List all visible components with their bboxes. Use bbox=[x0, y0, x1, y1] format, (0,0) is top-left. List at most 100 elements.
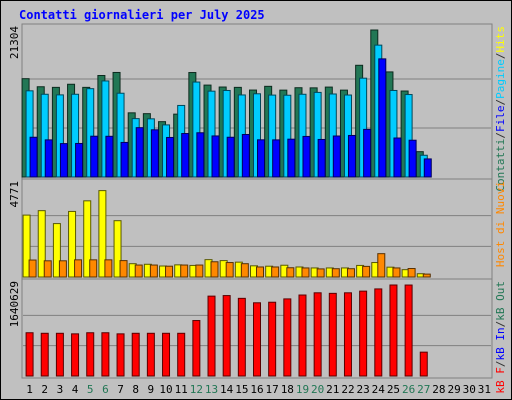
x-tick-label-day-5: 5 bbox=[87, 383, 94, 396]
x-tick-label-day-8: 8 bbox=[132, 383, 139, 396]
bar-top-file-day-13 bbox=[211, 135, 220, 178]
bar-middle-host-day-17 bbox=[271, 266, 280, 278]
x-tick-label-day-6: 6 bbox=[102, 383, 109, 396]
legend-bottom-part-0: kB F bbox=[494, 367, 507, 394]
bar-bottom-kb-f-day-26 bbox=[404, 284, 413, 377]
chart-title: Contatti giornalieri per July 2025 bbox=[19, 8, 265, 22]
bar-top-file-day-19 bbox=[302, 135, 311, 178]
x-tick-label-day-19: 19 bbox=[296, 383, 309, 396]
bar-bottom-kb-f-day-27 bbox=[419, 351, 428, 377]
bar-top-file-day-4 bbox=[75, 142, 84, 178]
x-tick-label-day-26: 26 bbox=[402, 383, 415, 396]
bar-top-file-day-9 bbox=[150, 129, 159, 178]
bar-middle-host-day-27 bbox=[422, 273, 431, 278]
x-tick-label-day-22: 22 bbox=[341, 383, 354, 396]
bar-top-file-day-24 bbox=[378, 58, 387, 178]
bar-middle-host-day-7 bbox=[119, 260, 128, 278]
legend-bottom-part-3: / bbox=[494, 321, 507, 328]
bar-top-file-day-12 bbox=[196, 132, 205, 178]
x-tick-label-day-25: 25 bbox=[387, 383, 400, 396]
bar-bottom-kb-f-day-25 bbox=[389, 284, 398, 377]
bar-middle-hits-day-5 bbox=[83, 200, 92, 278]
bar-middle-host-day-14 bbox=[225, 262, 234, 278]
legend-top-part-0: Contatti bbox=[494, 139, 507, 192]
legend-top-part-2: File bbox=[494, 106, 507, 133]
bar-middle-host-day-25 bbox=[392, 267, 401, 278]
bar-top-file-day-10 bbox=[166, 136, 175, 178]
bar-top-file-day-23 bbox=[363, 128, 372, 178]
x-tick-label-day-21: 21 bbox=[326, 383, 339, 396]
bar-middle-host-day-13 bbox=[210, 261, 219, 278]
bar-middle-hits-day-4 bbox=[68, 210, 77, 278]
bar-middle-host-day-8 bbox=[134, 264, 143, 278]
bar-bottom-kb-f-day-6 bbox=[101, 332, 110, 377]
panel-top: 21304 Contatti/File/Pagine/Hits bbox=[8, 23, 507, 192]
bar-top-file-day-18 bbox=[287, 138, 296, 178]
legend-top-part-4: Pagine bbox=[494, 59, 507, 99]
bar-top-file-day-1 bbox=[29, 136, 38, 178]
bar-bottom-kb-f-day-11 bbox=[177, 332, 186, 377]
x-tick-label-day-1: 1 bbox=[26, 383, 33, 396]
bar-bottom-kb-f-day-10 bbox=[162, 332, 171, 377]
legend-top-part-5: / bbox=[494, 53, 507, 60]
bar-top-file-day-16 bbox=[257, 139, 265, 178]
x-tick-label-day-29: 29 bbox=[447, 383, 460, 396]
bar-top-file-day-22 bbox=[347, 134, 356, 178]
legend-middle-part-0: Host bbox=[494, 241, 507, 268]
bar-top-file-day-15 bbox=[241, 133, 250, 178]
bar-middle-host-day-1 bbox=[28, 259, 37, 278]
bar-top-file-day-27 bbox=[423, 158, 432, 178]
bar-bottom-kb-f-day-7 bbox=[116, 333, 125, 377]
bar-middle-host-day-10 bbox=[165, 265, 174, 278]
legend-top-part-1: / bbox=[494, 132, 507, 139]
bar-top-file-day-6 bbox=[105, 135, 114, 178]
bar-bottom-kb-f-day-12 bbox=[192, 320, 201, 377]
bar-middle-host-day-12 bbox=[195, 264, 204, 278]
x-tick-label-day-9: 9 bbox=[148, 383, 155, 396]
bar-middle-host-day-3 bbox=[58, 260, 67, 278]
bar-bottom-kb-f-day-5 bbox=[86, 332, 95, 377]
bar-bottom-kb-f-day-8 bbox=[131, 332, 140, 377]
x-tick-label-day-20: 20 bbox=[311, 383, 324, 396]
panel-top-bars bbox=[21, 29, 432, 178]
bar-middle-hits-day-7 bbox=[113, 220, 122, 278]
x-tick-label-day-18: 18 bbox=[281, 383, 294, 396]
panel-top-max-label: 21304 bbox=[8, 26, 21, 59]
bar-top-file-day-14 bbox=[226, 136, 235, 178]
bar-middle-host-day-23 bbox=[362, 265, 371, 278]
x-tick-label-day-30: 30 bbox=[463, 383, 476, 396]
bar-middle-host-day-21 bbox=[331, 268, 340, 278]
panel-top-legend: Contatti/File/Pagine/Hits bbox=[494, 26, 507, 192]
bar-bottom-kb-f-day-18 bbox=[283, 298, 292, 377]
bar-top-file-day-8 bbox=[135, 127, 144, 178]
bar-top-file-day-7 bbox=[120, 141, 129, 178]
bar-middle-host-day-4 bbox=[74, 259, 83, 278]
bar-bottom-kb-f-day-24 bbox=[374, 288, 383, 377]
legend-middle-part-2: Nuovi bbox=[494, 181, 507, 214]
bar-bottom-kb-f-day-21 bbox=[328, 292, 337, 377]
panel-bottom: 1640629 kB F/kB In/kB Out bbox=[8, 278, 507, 394]
panel-bottom-max-label: 1640629 bbox=[8, 281, 21, 327]
bar-middle-host-day-9 bbox=[149, 264, 158, 278]
bar-middle-host-day-20 bbox=[316, 268, 325, 278]
bar-middle-host-day-24 bbox=[377, 253, 386, 278]
x-tick-label-day-28: 28 bbox=[432, 383, 445, 396]
bar-bottom-kb-f-day-9 bbox=[146, 332, 155, 377]
bar-bottom-kb-f-day-19 bbox=[298, 294, 307, 377]
bar-middle-host-day-11 bbox=[180, 264, 189, 278]
legend-top-part-6: Hits bbox=[494, 26, 507, 53]
x-axis-day-labels: 1 2 3 4 5 6 7 8 9 10 11 12 13 14 15 16 17 18 19 20 21 22 23 24 2… bbox=[26, 383, 491, 396]
bar-bottom-kb-f-day-23 bbox=[359, 290, 368, 377]
bar-top-file-day-2 bbox=[44, 139, 53, 178]
x-tick-label-day-27: 27 bbox=[417, 383, 430, 396]
legend-bottom-part-1: / bbox=[494, 361, 507, 368]
bar-middle-host-day-5 bbox=[89, 259, 98, 278]
bar-top-file-day-11 bbox=[181, 133, 190, 178]
x-tick-label-day-12: 12 bbox=[190, 383, 203, 396]
bar-middle-host-day-22 bbox=[346, 268, 355, 278]
bar-middle-host-day-16 bbox=[256, 266, 264, 278]
bar-top-file-day-3 bbox=[59, 143, 68, 178]
bar-bottom-kb-f-day-13 bbox=[207, 295, 216, 377]
bar-top-file-day-26 bbox=[408, 139, 417, 178]
